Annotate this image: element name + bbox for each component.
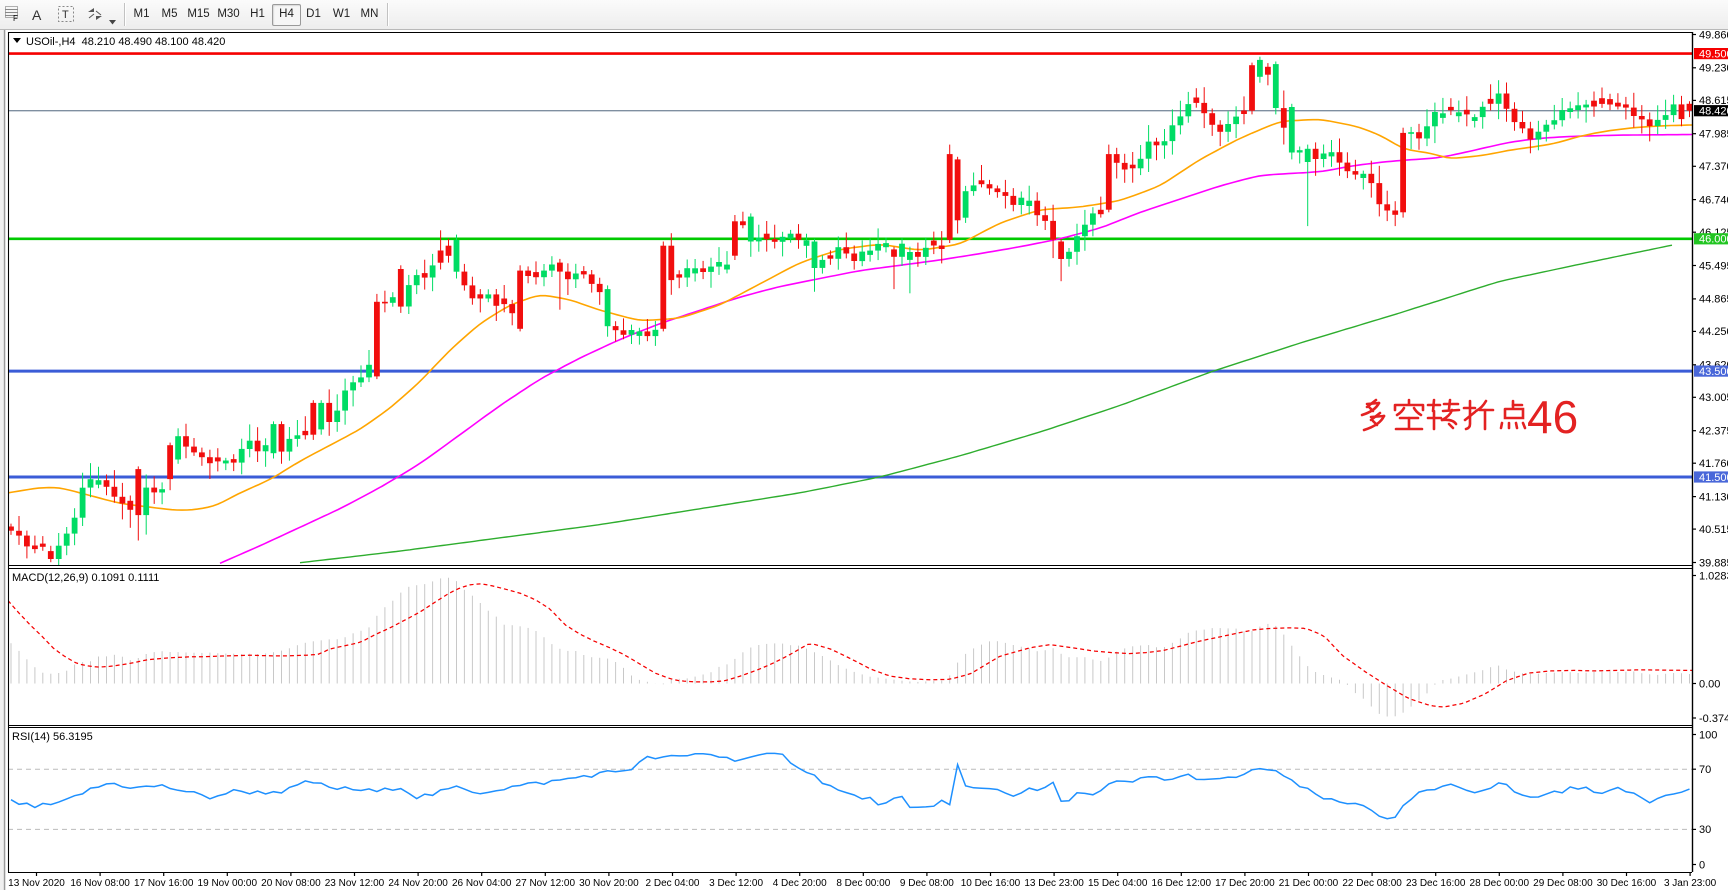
svg-text:-0.3748: -0.3748 [1699, 713, 1728, 725]
svg-text:43.005: 43.005 [1699, 392, 1728, 404]
svg-text:29 Dec 08:00: 29 Dec 08:00 [1533, 878, 1593, 889]
svg-text:44.250: 44.250 [1699, 326, 1728, 338]
svg-text:15 Dec 04:00: 15 Dec 04:00 [1088, 878, 1148, 889]
svg-text:100: 100 [1699, 729, 1717, 741]
svg-text:13 Dec 23:00: 13 Dec 23:00 [1024, 878, 1084, 889]
svg-text:0: 0 [1699, 859, 1705, 871]
svg-text:3 Dec 12:00: 3 Dec 12:00 [709, 878, 763, 889]
svg-text:24 Nov 20:00: 24 Nov 20:00 [388, 878, 448, 889]
svg-text:41.130: 41.130 [1699, 491, 1728, 503]
svg-text:42.375: 42.375 [1699, 426, 1728, 438]
svg-text:3 Jan 23:00: 3 Jan 23:00 [1664, 878, 1717, 889]
svg-text:30 Dec 16:00: 30 Dec 16:00 [1597, 878, 1657, 889]
svg-text:F: F [13, 14, 18, 21]
svg-text:2 Dec 04:00: 2 Dec 04:00 [646, 878, 700, 889]
svg-text:20 Nov 08:00: 20 Nov 08:00 [261, 878, 321, 889]
svg-text:T: T [62, 9, 69, 21]
svg-text:16 Dec 12:00: 16 Dec 12:00 [1152, 878, 1212, 889]
svg-text:4 Dec 20:00: 4 Dec 20:00 [773, 878, 827, 889]
svg-text:45.495: 45.495 [1699, 260, 1728, 272]
svg-text:70: 70 [1699, 764, 1711, 776]
svg-text:49.230: 49.230 [1699, 63, 1728, 75]
svg-text:40.515: 40.515 [1699, 524, 1728, 536]
svg-text:26 Nov 04:00: 26 Nov 04:00 [452, 878, 512, 889]
svg-text:17 Nov 16:00: 17 Nov 16:00 [134, 878, 194, 889]
svg-text:8 Dec 00:00: 8 Dec 00:00 [836, 878, 890, 889]
svg-text:46.000: 46.000 [1699, 234, 1728, 246]
svg-text:43.500: 43.500 [1699, 366, 1728, 378]
svg-text:16 Nov 08:00: 16 Nov 08:00 [70, 878, 130, 889]
svg-text:30 Nov 20:00: 30 Nov 20:00 [579, 878, 639, 889]
svg-text:23 Nov 12:00: 23 Nov 12:00 [325, 878, 385, 889]
svg-text:MACD(12,26,9) 0.1091 0.1111: MACD(12,26,9) 0.1091 0.1111 [12, 572, 159, 584]
svg-text:48.615: 48.615 [1699, 95, 1728, 107]
svg-text:21 Dec 00:00: 21 Dec 00:00 [1279, 878, 1339, 889]
svg-text:22 Dec 08:00: 22 Dec 08:00 [1342, 878, 1402, 889]
svg-text:1.0283: 1.0283 [1699, 570, 1728, 582]
svg-text:13 Nov 2020: 13 Nov 2020 [8, 878, 65, 889]
svg-text:0.00: 0.00 [1699, 678, 1720, 690]
svg-text:27 Nov 12:00: 27 Nov 12:00 [516, 878, 576, 889]
svg-text:49.860: 49.860 [1699, 29, 1728, 41]
svg-text:46: 46 [1527, 391, 1578, 443]
svg-text:10 Dec 16:00: 10 Dec 16:00 [961, 878, 1021, 889]
svg-text:46.740: 46.740 [1699, 194, 1728, 206]
svg-text:44.865: 44.865 [1699, 294, 1728, 306]
svg-text:39.885: 39.885 [1699, 557, 1728, 569]
svg-text:23 Dec 16:00: 23 Dec 16:00 [1406, 878, 1466, 889]
svg-text:30: 30 [1699, 824, 1711, 836]
svg-text:47.985: 47.985 [1699, 129, 1728, 141]
svg-text:17 Dec 20:00: 17 Dec 20:00 [1215, 878, 1275, 889]
svg-text:RSI(14) 56.3195: RSI(14) 56.3195 [12, 731, 93, 743]
svg-text:USOil-,H4 48.210 48.490 48.10: USOil-,H4 48.210 48.490 48.100 48.420 [26, 36, 225, 48]
svg-text:47.370: 47.370 [1699, 161, 1728, 173]
svg-text:41.760: 41.760 [1699, 458, 1728, 470]
svg-text:48.420: 48.420 [1699, 106, 1728, 118]
svg-text:28 Dec 00:00: 28 Dec 00:00 [1470, 878, 1530, 889]
svg-text:19 Nov 00:00: 19 Nov 00:00 [198, 878, 258, 889]
svg-text:41.500: 41.500 [1699, 472, 1728, 484]
svg-text:49.500: 49.500 [1699, 48, 1728, 60]
svg-text:9 Dec 08:00: 9 Dec 08:00 [900, 878, 954, 889]
